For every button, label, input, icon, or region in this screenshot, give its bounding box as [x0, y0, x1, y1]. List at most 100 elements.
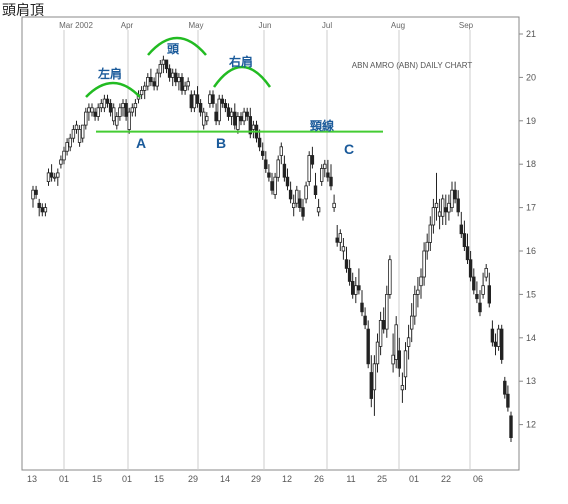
candle-body — [65, 142, 69, 152]
candle-body — [291, 202, 296, 209]
candle-body — [260, 150, 265, 156]
candle-body — [462, 233, 467, 248]
candle-body — [251, 124, 256, 130]
candle-body — [142, 85, 147, 91]
candle-body — [490, 328, 495, 343]
month-label: Mar 2002 — [59, 21, 93, 30]
candle-body — [391, 354, 395, 365]
candle-body — [217, 98, 221, 122]
candle-body — [310, 155, 315, 165]
candle-body — [93, 111, 97, 117]
y-tick-label: 16 — [526, 246, 536, 256]
candle-body — [499, 328, 504, 360]
y-tick-label: 18 — [526, 159, 536, 169]
neckline-label: 頸線 — [310, 118, 334, 133]
y-tick-label: 13 — [526, 376, 536, 386]
candle-body — [354, 285, 358, 295]
candle-body — [180, 77, 184, 91]
day-labels: 13 01 15 01 15 29 14 29 12 26 11 25 01 22 06 — [27, 474, 483, 484]
day-label: 14 — [220, 474, 230, 484]
candle-body — [431, 207, 436, 226]
candle-body — [158, 64, 162, 74]
gridlines — [63, 30, 471, 470]
candle-body — [267, 172, 271, 178]
page-title: 頭肩頂 — [2, 3, 44, 19]
candle-body — [31, 189, 35, 200]
candle-body — [388, 259, 392, 295]
candle-body — [273, 176, 277, 195]
candle-body — [223, 103, 228, 109]
y-tick-label: 21 — [526, 29, 536, 39]
day-label: 25 — [377, 474, 387, 484]
candle-body — [323, 163, 327, 169]
candle-body — [319, 168, 324, 182]
candle-body — [335, 237, 339, 243]
candle-body — [350, 280, 355, 295]
day-label: 06 — [473, 474, 483, 484]
candle-body — [90, 107, 94, 113]
candle-body — [149, 77, 153, 83]
candle-body — [229, 111, 234, 117]
chart-title: ABN AMRO (ABN) DAILY CHART — [352, 61, 473, 70]
candle-body — [341, 246, 346, 252]
candle-body — [444, 207, 448, 213]
point-b-label: B — [216, 135, 226, 151]
candle-body — [68, 137, 72, 148]
day-label: 26 — [314, 474, 324, 484]
candle-body — [338, 233, 342, 243]
candle-body — [316, 207, 321, 213]
candle-body — [385, 293, 389, 330]
day-label: 01 — [59, 474, 69, 484]
candle-body — [186, 81, 190, 87]
candle-body — [112, 107, 116, 122]
candle-body — [40, 207, 44, 213]
candle-body — [34, 189, 38, 195]
candle-body — [506, 393, 510, 408]
candles — [31, 55, 513, 442]
candle-body — [372, 363, 377, 391]
candle-body — [360, 302, 364, 313]
candle-body — [447, 202, 451, 213]
candle-body — [419, 276, 423, 287]
candle-body — [437, 211, 442, 217]
candle-body — [127, 111, 131, 130]
candle-body — [205, 116, 209, 122]
y-tick-label: 15 — [526, 289, 536, 299]
candle-body — [208, 94, 212, 104]
candle-body — [332, 202, 336, 209]
month-label: Jul — [322, 21, 332, 30]
day-label: 12 — [282, 474, 292, 484]
candle-body — [484, 267, 488, 278]
day-label: 29 — [188, 474, 198, 484]
candle-body — [298, 198, 302, 208]
candle-body — [363, 315, 367, 326]
candle-body — [472, 276, 476, 291]
candle-body — [270, 181, 274, 191]
candle-body — [288, 189, 293, 200]
candle-body — [189, 94, 193, 109]
candle-body — [233, 111, 237, 126]
candle-body — [459, 224, 463, 235]
candle-body — [344, 259, 349, 269]
candle-body — [71, 129, 76, 139]
candle-body — [248, 116, 252, 135]
y-tick-label: 12 — [526, 420, 536, 430]
candle-body — [313, 185, 318, 195]
candle-body — [220, 98, 224, 104]
candle-body — [397, 350, 401, 369]
candle-body — [425, 241, 429, 252]
candle-body — [422, 250, 426, 278]
candle-body — [155, 72, 159, 87]
month-label: Jun — [259, 21, 272, 30]
candle-body — [124, 103, 128, 117]
candle-body — [453, 189, 457, 200]
y-tick-label: 17 — [526, 203, 536, 213]
candle-body — [226, 107, 231, 117]
candle-body — [493, 341, 498, 347]
y-tick-label: 19 — [526, 116, 536, 126]
day-label: 13 — [27, 474, 37, 484]
candle-body — [115, 116, 119, 126]
y-tick-label: 14 — [526, 333, 536, 343]
candle-body — [62, 150, 66, 161]
candle-body — [478, 302, 482, 313]
